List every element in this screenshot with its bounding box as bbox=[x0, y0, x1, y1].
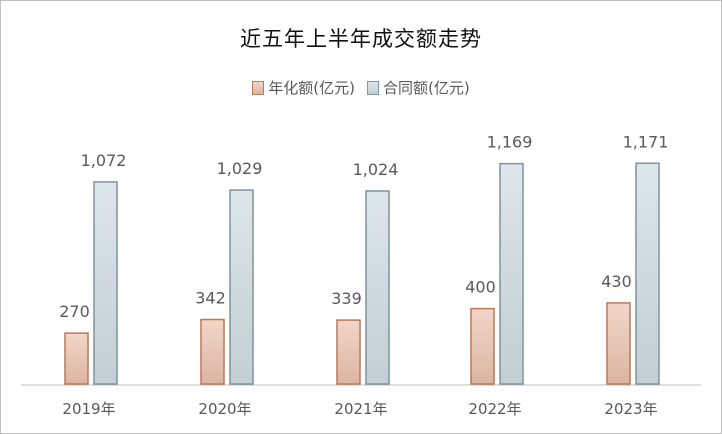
x-tick-label-4: 2023年 bbox=[604, 400, 657, 418]
data-label-contract-0: 1,072 bbox=[81, 151, 127, 170]
legend-label-annualized: 年化额(亿元) bbox=[268, 79, 355, 97]
data-label-contract-3: 1,169 bbox=[487, 133, 533, 152]
bar-annualized-0 bbox=[64, 332, 89, 385]
bar-contract-2 bbox=[365, 190, 390, 385]
data-label-annualized-0: 270 bbox=[59, 302, 90, 321]
legend-label-contract: 合同额(亿元) bbox=[383, 79, 470, 97]
bar-contract-3 bbox=[499, 162, 524, 385]
data-label-contract-4: 1,171 bbox=[623, 132, 669, 151]
bar-contract-1 bbox=[229, 189, 254, 385]
data-label-annualized-3: 400 bbox=[465, 278, 496, 297]
bar-annualized-4 bbox=[606, 302, 631, 385]
data-label-annualized-2: 339 bbox=[331, 289, 362, 308]
bar-annualized-1 bbox=[200, 318, 225, 385]
bar-contract-0 bbox=[93, 181, 118, 385]
legend: 年化额(亿元) 合同额(亿元) bbox=[1, 77, 721, 98]
legend-swatch-contract bbox=[367, 80, 379, 95]
legend-swatch-annualized bbox=[252, 80, 265, 95]
x-tick-label-1: 2020年 bbox=[198, 400, 251, 418]
bar-annualized-3 bbox=[470, 307, 495, 385]
data-label-annualized-1: 342 bbox=[195, 289, 226, 308]
legend-item-annualized: 年化额(亿元) bbox=[252, 77, 355, 98]
bar-annualized-2 bbox=[336, 319, 361, 385]
chart-title: 近五年上半年成交额走势 bbox=[240, 27, 482, 51]
x-tick-label-0: 2019年 bbox=[62, 400, 115, 418]
data-label-contract-2: 1,024 bbox=[353, 160, 399, 179]
bar-contract-4 bbox=[635, 162, 660, 385]
data-label-contract-1: 1,029 bbox=[217, 159, 263, 178]
legend-item-contract: 合同额(亿元) bbox=[367, 77, 470, 98]
data-label-annualized-4: 430 bbox=[601, 272, 632, 291]
x-tick-label-2: 2021年 bbox=[334, 400, 387, 418]
x-tick-label-3: 2022年 bbox=[468, 400, 521, 418]
